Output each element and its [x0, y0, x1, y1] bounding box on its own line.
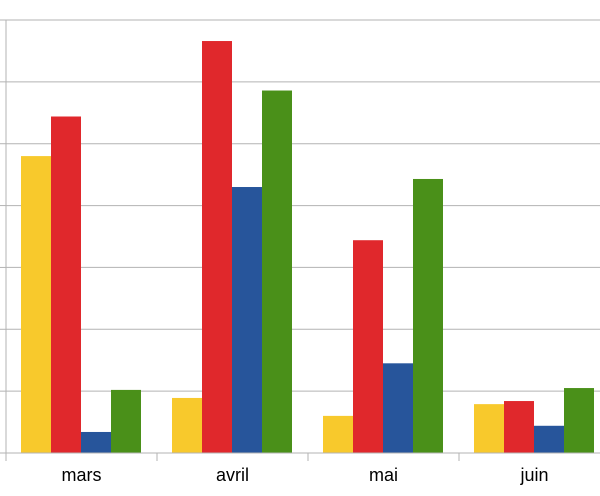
x-tick-label: mai: [369, 465, 398, 485]
bar: [504, 401, 534, 453]
bar: [323, 415, 353, 453]
bar: [353, 240, 383, 453]
x-tick-label: avril: [216, 465, 249, 485]
bar: [262, 90, 292, 453]
bar: [202, 41, 232, 453]
bar: [232, 187, 262, 453]
bar: [172, 397, 202, 453]
x-tick-label: mars: [62, 465, 102, 485]
bar: [21, 156, 51, 454]
bar: [474, 404, 504, 453]
bar: [413, 178, 443, 454]
x-tick-label: juin: [519, 465, 548, 485]
bar: [534, 425, 564, 453]
bar: [81, 431, 111, 453]
bar: [564, 388, 594, 453]
bar: [51, 116, 81, 454]
bar: [383, 363, 413, 453]
bar: [111, 389, 141, 453]
